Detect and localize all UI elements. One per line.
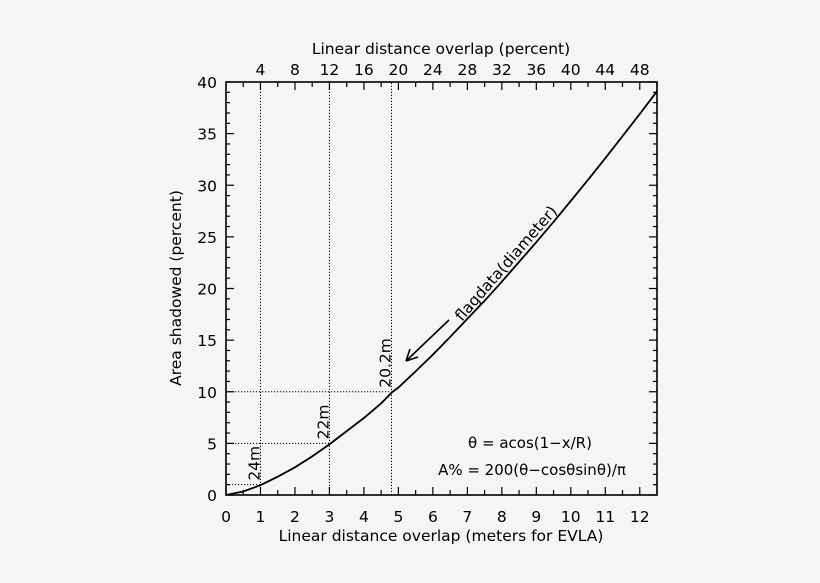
x-tick-label: 6 (428, 508, 438, 526)
x-tick-label: 9 (531, 508, 541, 526)
x-axis-title: Linear distance overlap (meters for EVLA… (279, 527, 604, 545)
formula-theta: θ = acos(1−x/R) (468, 434, 592, 452)
x2-tick-label: 44 (595, 61, 615, 79)
x-tick-label: 7 (462, 508, 472, 526)
y-axis-title: Area shadowed (percent) (167, 190, 185, 386)
reference-label: 24m (245, 446, 263, 481)
x2-tick-label: 16 (354, 61, 374, 79)
axis-ticks (225, 81, 658, 496)
axis-tick-labels: 0 1 2 3 4 5 6 7 8 9 10 11 124 8 12 16 20 24 28 32 36 40 44 4805… (197, 61, 649, 526)
reference-label: 20.2m (377, 338, 395, 388)
y-tick-label: 20 (197, 281, 217, 299)
shadowing-curve (225, 90, 658, 496)
x-tick-label: 12 (630, 508, 650, 526)
x2-tick-label: 28 (457, 61, 477, 79)
y-tick-label: 40 (197, 74, 217, 92)
x-tick-label: 11 (595, 508, 615, 526)
x-tick-label: 10 (561, 508, 581, 526)
flagdata-arrow: flagdata(diameter) (405, 202, 561, 362)
x2-tick-label: 48 (630, 61, 650, 79)
x-tick-label: 3 (325, 508, 335, 526)
x2-tick-label: 20 (389, 61, 409, 79)
x-tick-label: 5 (393, 508, 403, 526)
x-tick-label: 4 (359, 508, 369, 526)
y-tick-label: 0 (207, 487, 217, 505)
x2-tick-label: 40 (561, 61, 581, 79)
y-tick-label: 25 (197, 229, 217, 247)
x2-tick-label: 24 (423, 61, 443, 79)
plot-frame (225, 81, 658, 496)
arrow-head-icon (405, 348, 419, 362)
x2-tick-label: 8 (290, 61, 300, 79)
x2-tick-label: 4 (256, 61, 266, 79)
reference-lines (226, 82, 393, 495)
x2-tick-label: 12 (320, 61, 340, 79)
x2-axis-title: Linear distance overlap (percent) (312, 40, 570, 58)
x-tick-label: 8 (497, 508, 507, 526)
reference-label: 22m (314, 405, 332, 440)
x2-tick-label: 36 (526, 61, 546, 79)
flagdata-label: flagdata(diameter) (451, 202, 561, 324)
y-tick-label: 35 (197, 126, 217, 144)
y-tick-label: 10 (197, 384, 217, 402)
x-tick-label: 1 (256, 508, 266, 526)
reference-line-labels: 24m 22m 20.2m (245, 338, 394, 481)
x2-tick-label: 32 (492, 61, 512, 79)
y-tick-label: 15 (197, 332, 217, 350)
y-tick-label: 5 (207, 435, 217, 453)
x-tick-label: 2 (290, 508, 300, 526)
y-tick-label: 30 (197, 177, 217, 195)
x-tick-label: 0 (221, 508, 231, 526)
formula-area: A% = 200(θ−cosθsinθ)/π (438, 461, 626, 479)
arrow-line (405, 319, 450, 362)
